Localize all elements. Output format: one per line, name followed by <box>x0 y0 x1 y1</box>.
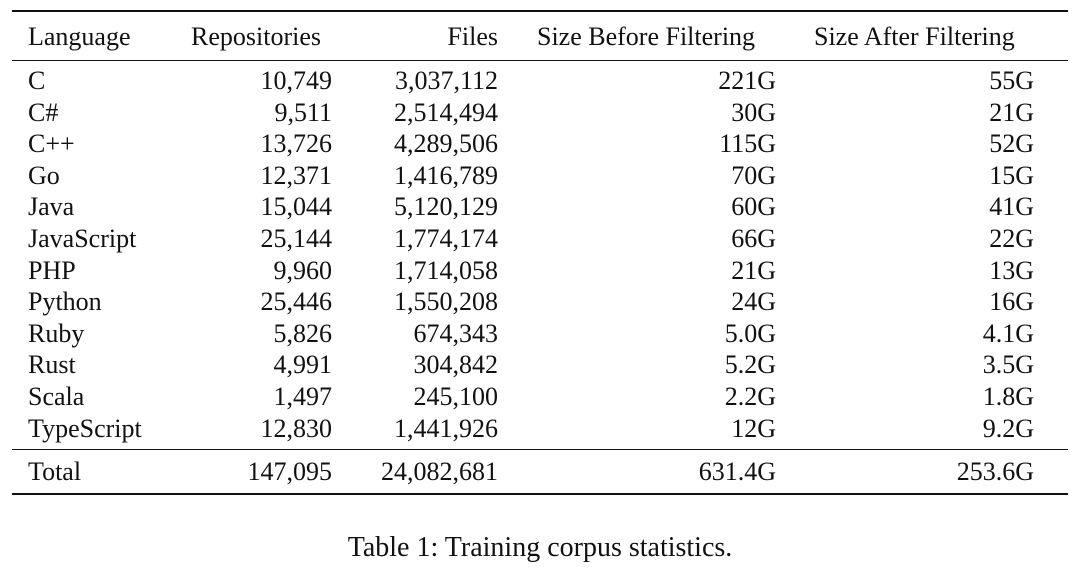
bottom-rule <box>12 493 1068 496</box>
size-after-cell: 15G <box>989 160 1034 190</box>
size-before-cell: 221G <box>718 66 776 95</box>
header-rule <box>12 60 1068 61</box>
table-row: Go 12,371 1,416,789 70G 15G <box>12 160 1068 192</box>
table-row: C++ 13,726 4,289,506 115G 52G <box>12 128 1068 160</box>
files-cell: 5,120,129 <box>394 192 498 222</box>
repositories-cell: 1,497 <box>273 381 333 411</box>
files-cell: 1,714,058 <box>394 255 498 285</box>
language-cell: Go <box>28 160 60 190</box>
size-after-cell: 4.1G <box>982 318 1034 348</box>
size-before-cell: 70G <box>731 160 776 190</box>
header-size-after-filtering: Size After Filtering <box>814 22 1015 51</box>
repositories-cell: 4,991 <box>273 350 333 380</box>
repositories-cell: 10,749 <box>260 66 333 95</box>
size-after-cell: 22G <box>989 223 1034 253</box>
size-after-cell: 16G <box>989 287 1034 317</box>
total-language-cell: Total <box>28 457 82 487</box>
total-repositories-cell: 147,095 <box>247 457 333 487</box>
repositories-cell: 9,960 <box>273 255 333 285</box>
table-row: Python 25,446 1,550,208 24G 16G <box>12 286 1068 318</box>
corpus-statistics-table: Language Repositories Files Size Before … <box>12 10 1068 496</box>
total-size-before-cell: 631.4G <box>698 457 776 487</box>
language-cell: JavaScript <box>28 223 137 253</box>
table-caption: Table 1: Training corpus statistics. <box>347 532 733 563</box>
language-cell: Python <box>28 287 102 317</box>
total-files-cell: 24,082,681 <box>381 457 498 487</box>
table-row: JavaScript 25,144 1,774,174 66G 22G <box>12 223 1068 255</box>
repositories-cell: 12,371 <box>260 160 333 190</box>
size-after-cell: 3.5G <box>982 350 1034 380</box>
size-after-cell: 55G <box>989 66 1034 95</box>
size-after-cell: 41G <box>989 192 1034 222</box>
table-row: PHP 9,960 1,714,058 21G 13G <box>12 255 1068 287</box>
files-cell: 674,343 <box>413 318 499 348</box>
size-before-cell: 5.0G <box>724 318 776 348</box>
table-row: C# 9,511 2,514,494 30G 21G <box>12 97 1068 129</box>
size-before-cell: 60G <box>731 192 776 222</box>
size-before-cell: 21G <box>731 255 776 285</box>
files-cell: 1,774,174 <box>394 223 498 253</box>
size-after-cell: 21G <box>989 97 1034 127</box>
size-before-cell: 115G <box>719 129 776 159</box>
files-cell: 245,100 <box>413 381 499 411</box>
repositories-cell: 13,726 <box>260 129 333 159</box>
repositories-cell: 25,144 <box>260 223 333 253</box>
language-cell: Rust <box>28 350 76 380</box>
files-cell: 3,037,112 <box>394 66 498 95</box>
repositories-cell: 5,826 <box>273 318 333 348</box>
size-before-cell: 24G <box>731 287 776 317</box>
size-after-cell: 1.8G <box>982 381 1034 411</box>
repositories-cell: 15,044 <box>260 192 333 222</box>
language-cell: Java <box>28 192 75 222</box>
size-before-cell: 5.2G <box>724 350 776 380</box>
language-cell: Ruby <box>28 318 85 348</box>
table-body: C 10,749 3,037,112 221G 55G C# 9,511 2,514,494 3… <box>12 61 1068 449</box>
files-cell: 1,441,926 <box>394 413 498 443</box>
files-cell: 1,550,208 <box>394 287 498 317</box>
top-rule <box>12 10 1068 12</box>
size-after-cell: 9.2G <box>982 413 1034 443</box>
size-after-cell: 52G <box>989 129 1034 159</box>
repositories-cell: 12,830 <box>260 413 333 443</box>
files-cell: 2,514,494 <box>394 97 498 127</box>
size-before-cell: 12G <box>731 413 776 443</box>
language-cell: C <box>28 66 46 95</box>
total-row: Total 147,095 24,082,681 631.4G 253.6G <box>12 450 1068 493</box>
table-row: Scala 1,497 245,100 2.2G 1.8G <box>12 381 1068 413</box>
language-cell: C++ <box>28 129 75 159</box>
repositories-cell: 25,446 <box>260 287 333 317</box>
size-before-cell: 66G <box>731 223 776 253</box>
size-before-cell: 2.2G <box>724 381 776 411</box>
files-cell: 1,416,789 <box>394 160 498 190</box>
table-row: TypeScript 12,830 1,441,926 12G 9.2G <box>12 413 1068 445</box>
table-row: Rust 4,991 304,842 5.2G 3.5G <box>12 349 1068 381</box>
table-header-row: Language Repositories Files Size Before … <box>12 12 1068 60</box>
table-row: Ruby 5,826 674,343 5.0G 4.1G <box>12 318 1068 350</box>
language-cell: TypeScript <box>28 413 142 443</box>
size-before-cell: 30G <box>731 97 776 127</box>
table-row: Java 15,044 5,120,129 60G 41G <box>12 191 1068 223</box>
repositories-cell: 9,511 <box>274 97 332 127</box>
total-size-after-cell: 253.6G <box>956 457 1034 487</box>
header-files: Files <box>447 22 498 51</box>
size-after-cell: 13G <box>989 255 1034 285</box>
files-cell: 4,289,506 <box>394 129 498 159</box>
total-rule <box>12 449 1068 451</box>
header-size-before-filtering: Size Before Filtering <box>537 22 756 51</box>
language-cell: Scala <box>28 381 85 411</box>
header-language: Language <box>28 22 131 51</box>
language-cell: C# <box>28 97 59 127</box>
files-cell: 304,842 <box>413 350 499 380</box>
table-row: C 10,749 3,037,112 221G 55G <box>12 65 1068 97</box>
language-cell: PHP <box>28 255 76 285</box>
header-repositories: Repositories <box>191 22 321 51</box>
